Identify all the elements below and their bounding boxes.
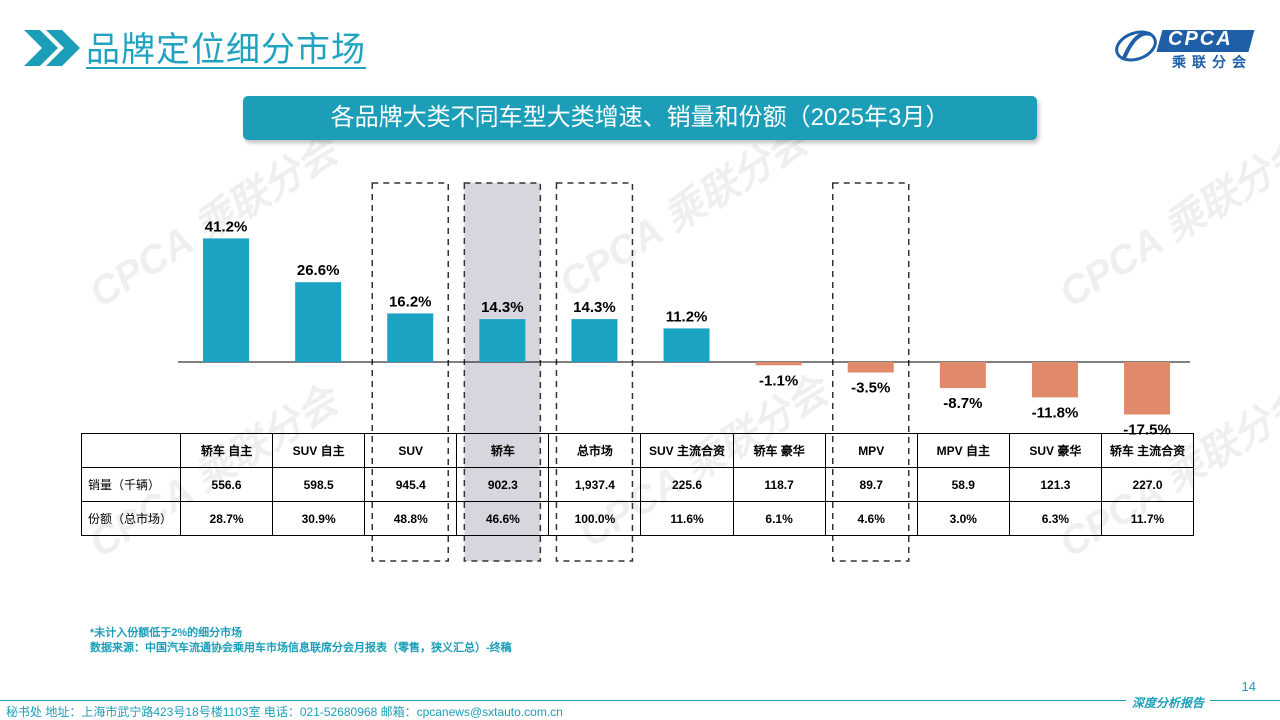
- table-cell: 556.6: [179, 467, 274, 502]
- data-label: 26.6%: [297, 262, 340, 279]
- data-label: -1.1%: [759, 372, 798, 389]
- table-cell: 4.6%: [824, 501, 918, 536]
- column-header: 轿车: [456, 433, 550, 468]
- row-header: 份额（总市场）: [81, 501, 181, 536]
- cpca-logo: [1115, 30, 1255, 62]
- bar: [1031, 362, 1078, 398]
- bar: [295, 282, 342, 362]
- logo-cn-text: 乘联分会: [1172, 54, 1252, 70]
- column-header: MPV 自主: [916, 433, 1010, 468]
- column-header: MPV: [824, 433, 918, 468]
- dashed-box: [371, 182, 449, 562]
- table-cell: 46.6%: [456, 501, 550, 536]
- table-cell: 100.0%: [548, 501, 642, 536]
- column-header: 轿车 主流合资: [1100, 433, 1195, 468]
- table-cell: 48.8%: [364, 501, 458, 536]
- column-header: 轿车 豪华: [732, 433, 826, 468]
- data-label: 14.3%: [481, 299, 524, 316]
- data-label: 14.3%: [573, 299, 616, 316]
- dashed-box: [555, 182, 634, 562]
- table-cell: 902.3: [456, 467, 550, 502]
- table-cell: 58.9: [916, 467, 1010, 502]
- bar: [755, 362, 802, 366]
- dashed-box: [463, 182, 542, 562]
- page-title: 品牌定位细分市场: [86, 31, 366, 69]
- data-label: -11.8%: [1032, 404, 1079, 421]
- double-chevron-icon: [24, 30, 80, 66]
- data-label: -3.5%: [851, 380, 890, 397]
- data-label: 11.2%: [666, 308, 708, 325]
- table-cell: 121.3: [1008, 467, 1102, 502]
- bar: [203, 238, 250, 362]
- bar: [387, 313, 434, 362]
- table-cell: 28.7%: [179, 501, 274, 536]
- column-header: SUV 豪华: [1008, 433, 1102, 468]
- column-header: 轿车 自主: [179, 433, 274, 468]
- table-cell: 598.5: [272, 467, 366, 502]
- data-label: -8.7%: [943, 395, 982, 412]
- table-cell: 3.0%: [916, 501, 1010, 536]
- dashed-box: [832, 182, 910, 562]
- bar: [663, 328, 710, 362]
- row-header: 销量（千辆）: [81, 467, 181, 502]
- source-notes: *未计入份额低于2%的细分市场 数据来源：中国汽车流通协会乘用车市场信息联席分会…: [90, 626, 512, 656]
- note-line-2: 数据来源：中国汽车流通协会乘用车市场信息联席分会月报表（零售，狭义汇总）-终稿: [90, 642, 512, 654]
- table-cell: 227.0: [1100, 467, 1195, 502]
- footer-divider: [0, 700, 1280, 701]
- note-line-1: *未计入份额低于2%的细分市场: [90, 627, 243, 639]
- table-row: 份额（总市场） 28.7% 30.9% 48.8% 46.6% 100.0% 11.6% 6.…: [81, 501, 1195, 536]
- page-number: 14: [1241, 679, 1256, 694]
- table-row: 销量（千辆） 556.6 598.5 945.4 902.3 1,937.4 225.6 11…: [81, 467, 1195, 502]
- report-label: 深度分析报告: [1125, 694, 1210, 711]
- chart-title: 各品牌大类不同车型大类增速、销量和份额（2025年3月）: [243, 96, 1037, 140]
- table-cell: 945.4: [364, 467, 458, 502]
- bar: [847, 362, 894, 373]
- footer-address: 秘书处 地址：上海市武宁路423号18号楼1103室 电话：021-526809…: [6, 705, 563, 719]
- table-header-row: 轿车 自主 SUV 自主 SUV 轿车 总市场 SUV 主流合资 轿车 豪华 MPV MPV 自…: [81, 433, 1195, 468]
- column-header: SUV 主流合资: [640, 433, 734, 468]
- table-cell: 1,937.4: [548, 467, 642, 502]
- data-label: 16.2%: [389, 293, 432, 310]
- bar: [939, 362, 986, 389]
- data-table: 轿车 自主 SUV 自主 SUV 轿车 总市场 SUV 主流合资 轿车 豪华 MPV MPV 自…: [81, 433, 1195, 536]
- data-label: 41.2%: [205, 218, 248, 235]
- column-header: SUV 自主: [272, 433, 366, 468]
- bar: [479, 319, 526, 362]
- table-corner-cell: [81, 433, 181, 468]
- column-header: SUV: [364, 433, 458, 468]
- table-cell: 6.3%: [1008, 501, 1102, 536]
- table-cell: 30.9%: [272, 501, 366, 536]
- table-cell: 11.7%: [1100, 501, 1195, 536]
- table-cell: 11.6%: [640, 501, 734, 536]
- table-cell: 89.7: [824, 467, 918, 502]
- table-cell: 6.1%: [732, 501, 826, 536]
- logo-text: CPCA: [1168, 28, 1233, 50]
- table-cell: 118.7: [732, 467, 826, 502]
- table-cell: 225.6: [640, 467, 734, 502]
- bar: [571, 319, 618, 362]
- column-header: 总市场: [548, 433, 642, 468]
- bar: [1124, 362, 1171, 415]
